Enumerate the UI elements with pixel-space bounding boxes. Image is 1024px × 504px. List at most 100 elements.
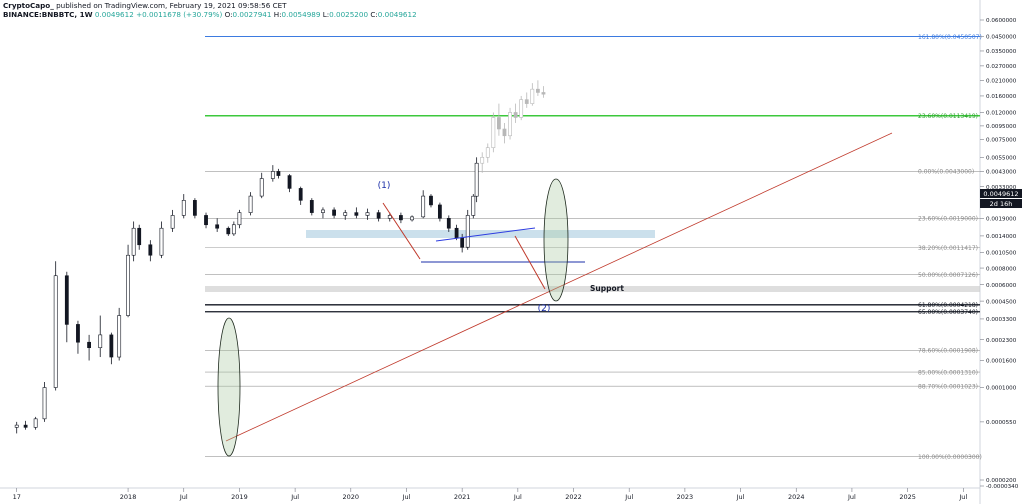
price-tick-label: 0.0450000	[986, 35, 1017, 41]
low-label: L:	[322, 10, 330, 19]
time-tick-label: 2018	[120, 493, 137, 501]
candle-body	[87, 341, 91, 349]
candle-body	[309, 200, 314, 213]
time-tick-label: 2020	[343, 493, 360, 501]
candle-body	[131, 227, 136, 256]
symbol-name: BINANCE:BNBBTC, 1W	[3, 10, 93, 19]
candle-body	[237, 212, 242, 226]
candle-body	[287, 175, 292, 189]
projection-candle-body	[530, 88, 535, 104]
fib-levels: 161.80%(0.0450507) 23.60%(0.0113419) 0.00%…	[205, 34, 982, 461]
symbol-legend: BINANCE:BNBBTC, 1W 0.0049612 +0.0011678 …	[3, 10, 417, 19]
wave2-decline-line[interactable]	[514, 235, 546, 290]
candle-body	[231, 224, 236, 235]
price-tick-label: 0.0210000	[986, 79, 1017, 85]
price-tick-label: 0.0160000	[986, 94, 1017, 100]
candle-body	[33, 418, 38, 428]
projection-candle-body	[502, 128, 507, 137]
fib-level-label: 23.60%(0.0113419)	[918, 113, 978, 120]
time-axis-ticks: 17 2018 Jul 2019 Jul 2020 Jul 2021 Jul 2022 Jul 202…	[13, 488, 967, 501]
price-tick-label: 0.0008000	[986, 266, 1017, 272]
candle-body	[248, 195, 253, 213]
close-value: 0.0049612	[377, 10, 417, 19]
candle-body	[53, 275, 58, 388]
candle-body	[298, 188, 303, 201]
candle-body	[270, 171, 275, 179]
candle-body	[181, 200, 186, 216]
price-tick-label: 0.0095000	[986, 124, 1017, 130]
candle-body	[23, 424, 28, 428]
price-tick-label: 0.0006000	[986, 283, 1017, 289]
published-text: published on TradingView.com, February 1…	[56, 1, 287, 10]
time-tick-label: Jul	[847, 493, 856, 501]
fib-level-label: 50.00%(0.0007126)	[918, 272, 978, 279]
high-label: H:	[273, 10, 282, 19]
time-tick-label: Jul	[290, 493, 299, 501]
candle-body	[446, 218, 451, 229]
candle-body	[259, 178, 264, 197]
price-tick-label: 0.0002300	[986, 338, 1017, 344]
candle-body	[465, 215, 470, 248]
candle-body	[365, 212, 370, 216]
candle-body	[42, 387, 47, 420]
candle-body	[429, 195, 433, 206]
candle-body	[192, 200, 197, 216]
channel-upper-line[interactable]	[435, 227, 536, 242]
projection-candle-body	[497, 117, 501, 130]
price-tick-label: 0.0004500	[986, 299, 1017, 305]
highlight-ellipse-2021[interactable]	[543, 178, 569, 302]
fib-level-label: 161.80%(0.0450507)	[918, 34, 982, 41]
price-tick-label: 0.0270000	[986, 64, 1017, 70]
price-tick-label: 0.0003300	[986, 317, 1017, 323]
candle-body	[376, 212, 381, 219]
candle-body	[354, 212, 359, 216]
time-tick-label: 17	[13, 493, 21, 501]
candle-body	[410, 216, 414, 221]
candle-body	[276, 171, 281, 176]
wave-decline-line[interactable]	[382, 202, 421, 260]
candle-body	[204, 215, 208, 226]
time-tick-label: 2021	[454, 493, 471, 501]
author-name: CryptoCapo_	[3, 1, 54, 10]
candle-body	[215, 224, 220, 229]
candle-body	[148, 244, 153, 256]
last-price-badge	[980, 189, 1022, 198]
candle-body	[332, 209, 336, 216]
highlight-ellipse-2017[interactable]	[217, 317, 241, 457]
long-term-trendline[interactable]	[225, 132, 893, 442]
price-tick-label: 0.0010500	[986, 251, 1017, 257]
candle-body	[159, 227, 164, 256]
candle-body	[137, 227, 142, 246]
support-label: Support	[590, 284, 624, 293]
fib-level-label: 78.60%(0.0001908)	[918, 348, 978, 355]
time-tick-label: 2022	[565, 493, 582, 501]
support-zone	[205, 286, 980, 292]
fib-level-label: 85.00%(0.0001310)	[918, 369, 978, 376]
time-tick-label: Jul	[179, 493, 188, 501]
fib-level-label: 88.70%(0.0001023)	[918, 384, 978, 391]
time-tick-label: 2023	[677, 493, 694, 501]
time-tick-label: Jul	[624, 493, 633, 501]
time-tick-label: Jul	[736, 493, 745, 501]
fib-level-label: 38.20%(0.0011417)	[918, 245, 978, 252]
time-tick-label: 2024	[788, 493, 805, 501]
candle-body	[109, 334, 114, 358]
high-value: 0.0054989	[281, 10, 321, 19]
price-tick-label: 0.0075000	[986, 138, 1017, 144]
projection-candle-body	[480, 156, 485, 164]
countdown-badge	[980, 199, 1022, 208]
time-tick-label: Jul	[958, 493, 967, 501]
projection-candle-body	[491, 117, 496, 148]
price-tick-label: 0.0001000	[986, 386, 1017, 392]
price-tick-label: 0.0001600	[986, 359, 1017, 365]
candle-body	[170, 215, 175, 229]
time-tick-label: Jul	[513, 493, 522, 501]
projection-candle-body	[513, 112, 518, 118]
fib-level-label: 23.60%(0.0019000)	[918, 216, 978, 223]
projection-candle-body	[541, 92, 546, 95]
projection-candle-body	[524, 99, 529, 104]
price-tick-label: 0.0014000	[986, 234, 1017, 240]
fib-level-label: 100.00%(0.0000300)	[918, 454, 982, 461]
fib-level-label: 61.80%(0.0004218)	[918, 302, 978, 309]
